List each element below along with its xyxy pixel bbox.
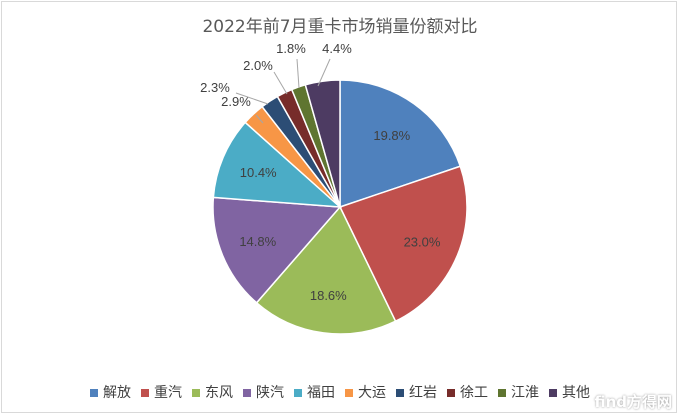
data-label-3: 18.6%: [310, 288, 347, 303]
legend-label-2: 重汽: [154, 385, 182, 401]
legend-swatch-8: [447, 389, 455, 397]
data-label-8: 2.0%: [243, 58, 273, 73]
pie-slice-5: [212, 121, 343, 208]
legend-swatch-3: [192, 389, 200, 397]
legend-swatch-6: [345, 389, 353, 397]
legend-swatch-10: [549, 389, 557, 397]
legend: 解放 重汽 东风 陕汽 福田 大运 红岩 徐工 江淮 其他: [0, 382, 680, 402]
legend-label-3: 东风: [205, 385, 233, 401]
leader-line-7: [235, 92, 269, 105]
legend-swatch-1: [90, 389, 98, 397]
legend-swatch-4: [243, 389, 251, 397]
pie-slice-3: [255, 205, 397, 335]
legend-item-7: 红岩: [396, 382, 437, 402]
data-label-2: 23.0%: [404, 234, 441, 249]
legend-label-4: 陕汽: [256, 385, 284, 401]
legend-item-3: 东风: [192, 382, 233, 402]
pie-slice-4: [212, 196, 342, 304]
data-label-4: 14.8%: [239, 234, 276, 249]
legend-label-5: 福田: [307, 385, 335, 401]
data-label-6: 2.9%: [221, 94, 251, 109]
legend-item-4: 陕汽: [243, 382, 284, 402]
chart-title: 2022年前7月重卡市场销量份额对比: [202, 17, 478, 37]
legend-swatch-9: [498, 389, 506, 397]
leader-line-8: [273, 71, 288, 95]
leader-line-9: [296, 58, 300, 89]
data-label-9: 1.8%: [276, 41, 306, 56]
legend-item-5: 福田: [294, 382, 335, 402]
legend-label-9: 江淮: [511, 385, 539, 401]
legend-swatch-2: [141, 389, 149, 397]
legend-label-1: 解放: [103, 385, 131, 401]
leader-line-6: [255, 114, 264, 124]
pie-slice-1: [339, 79, 462, 209]
legend-swatch-7: [396, 389, 404, 397]
legend-label-7: 红岩: [409, 385, 437, 401]
legend-label-10: 其他: [562, 385, 590, 401]
legend-item-10: 其他: [549, 382, 590, 402]
pie-slice-2: [338, 165, 468, 323]
data-label-7: 2.3%: [200, 80, 230, 95]
legend-item-9: 江淮: [498, 382, 539, 402]
legend-swatch-5: [294, 389, 302, 397]
legend-item-1: 解放: [90, 382, 131, 402]
legend-label-6: 大运: [358, 385, 386, 401]
legend-label-8: 徐工: [460, 385, 488, 401]
legend-item-2: 重汽: [141, 382, 182, 402]
data-label-10: 4.4%: [322, 41, 352, 56]
legend-item-6: 大运: [345, 382, 386, 402]
data-label-5: 10.4%: [240, 165, 277, 180]
leader-line-10: [317, 58, 331, 87]
legend-item-8: 徐工: [447, 382, 488, 402]
watermark: find方得网: [594, 393, 672, 411]
data-label-1: 19.8%: [373, 128, 410, 143]
pie-slice-10: [304, 79, 341, 208]
